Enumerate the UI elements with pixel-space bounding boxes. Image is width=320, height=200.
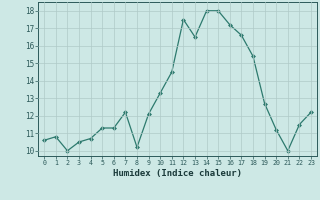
X-axis label: Humidex (Indice chaleur): Humidex (Indice chaleur) <box>113 169 242 178</box>
